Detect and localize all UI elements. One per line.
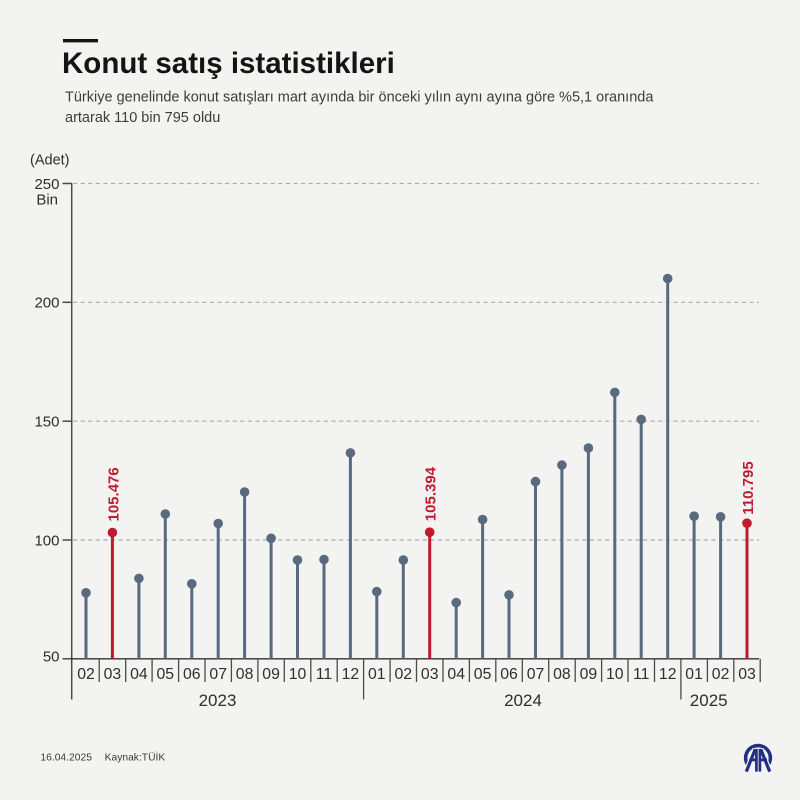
svg-text:07: 07 [209, 666, 227, 683]
svg-text:10: 10 [289, 666, 307, 683]
svg-text:01: 01 [685, 666, 703, 683]
svg-text:08: 08 [236, 666, 254, 683]
svg-text:03: 03 [738, 666, 756, 683]
svg-text:02: 02 [77, 666, 95, 683]
svg-text:artarak 110 bin 795 oldu: artarak 110 bin 795 oldu [65, 110, 220, 126]
svg-text:01: 01 [368, 666, 386, 683]
svg-text:09: 09 [262, 666, 280, 683]
svg-text:Türkiye genelinde konut satışl: Türkiye genelinde konut satışları mart a… [65, 90, 654, 106]
svg-text:100: 100 [34, 532, 59, 549]
svg-text:2023: 2023 [199, 691, 237, 710]
svg-text:02: 02 [712, 666, 730, 683]
svg-text:03: 03 [421, 666, 439, 683]
svg-text:11: 11 [316, 666, 333, 683]
svg-text:09: 09 [580, 666, 598, 683]
svg-text:250: 250 [34, 176, 59, 193]
svg-text:Konut satış istatistikleri: Konut satış istatistikleri [62, 47, 395, 80]
svg-text:03: 03 [104, 666, 122, 683]
svg-text:12: 12 [659, 666, 677, 683]
svg-text:06: 06 [500, 666, 518, 683]
svg-text:105.476: 105.476 [105, 467, 122, 521]
svg-text:04: 04 [447, 666, 465, 683]
svg-text:06: 06 [183, 666, 201, 683]
svg-text:05: 05 [474, 666, 492, 683]
svg-text:08: 08 [553, 666, 571, 683]
svg-text:2025: 2025 [690, 691, 728, 710]
svg-text:Bin: Bin [36, 192, 58, 209]
svg-text:07: 07 [527, 666, 545, 683]
svg-text:2024: 2024 [504, 691, 542, 710]
svg-text:02: 02 [395, 666, 413, 683]
svg-text:16.04.2025: 16.04.2025 [40, 753, 92, 764]
svg-text:50: 50 [43, 649, 60, 666]
svg-text:04: 04 [130, 666, 148, 683]
svg-text:110.795: 110.795 [740, 461, 757, 514]
svg-text:Kaynak:TÜİK: Kaynak:TÜİK [105, 751, 166, 764]
svg-text:11: 11 [633, 666, 650, 683]
svg-text:10: 10 [606, 666, 624, 683]
svg-text:200: 200 [34, 295, 59, 312]
svg-text:150: 150 [34, 414, 59, 431]
svg-text:(Adet): (Adet) [30, 153, 70, 169]
svg-text:05: 05 [157, 666, 175, 683]
svg-text:105.394: 105.394 [423, 466, 440, 521]
svg-text:12: 12 [342, 666, 360, 683]
